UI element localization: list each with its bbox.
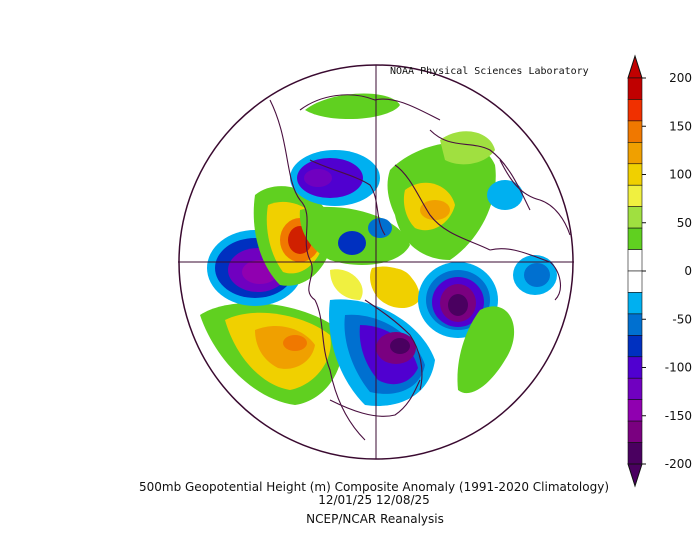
east-low — [487, 180, 557, 295]
map-boundary — [178, 64, 574, 460]
colorbar-segment — [627, 399, 643, 422]
colorbar-segment — [627, 335, 643, 358]
caption-source: NCEP/NCAR Reanalysis — [306, 512, 444, 526]
colorbar-segment — [627, 120, 643, 143]
pacific-ridge — [200, 303, 343, 405]
colorbar-max-arrow — [627, 54, 643, 79]
colorbar-segments — [627, 54, 643, 488]
colorbar-segment — [627, 77, 643, 100]
colorbar-tick-label: 150 — [669, 119, 692, 133]
colorbar-segment — [627, 142, 643, 165]
colorbar-tick-label: -100 — [665, 361, 692, 375]
colorbar-tick-label: 200 — [669, 71, 692, 85]
colorbar-tick-label: -150 — [665, 409, 692, 423]
caption-title: 500mb Geopotential Height (m) Composite … — [138, 480, 609, 494]
colorbar-segment — [627, 442, 643, 465]
credit-label: NOAA Physical Sciences Laboratory — [390, 66, 589, 77]
colorbar-segment — [627, 227, 643, 250]
colorbar-segment — [627, 249, 643, 272]
anomaly-fields — [200, 93, 557, 406]
colorbar-segment — [627, 184, 643, 207]
coastlines — [269, 94, 571, 441]
colorbar-tick-label: -50 — [672, 312, 692, 326]
atlantic-ridge — [457, 306, 515, 394]
europe-ridge — [387, 131, 496, 260]
colorbar-segment — [627, 420, 643, 443]
colorbar-ticks: 200 150 100 50 0 -50 -100 -150 -200 — [642, 71, 692, 471]
colorbar-segment — [627, 377, 643, 400]
colorbar-tick-label: -200 — [665, 457, 692, 471]
caption-dates: 12/01/25 12/08/25 — [318, 493, 430, 507]
colorbar-segment — [627, 292, 643, 315]
colorbar-segment — [627, 313, 643, 336]
colorbar-segment — [627, 99, 643, 122]
colorbar-segment — [627, 270, 643, 293]
colorbar-segment — [627, 163, 643, 186]
colorbar-tick-label: 0 — [684, 264, 692, 278]
alaska-ridge — [380, 268, 416, 302]
colorbar-segment — [627, 206, 643, 229]
colorbar-tick-label: 50 — [677, 216, 692, 230]
north-america-trough — [329, 299, 435, 406]
polar-anomaly-map — [178, 64, 574, 460]
colorbar-segment — [627, 356, 643, 379]
colorbar-min-arrow — [627, 463, 643, 488]
colorbar-tick-label: 100 — [669, 168, 692, 182]
siberia-low — [290, 150, 380, 206]
